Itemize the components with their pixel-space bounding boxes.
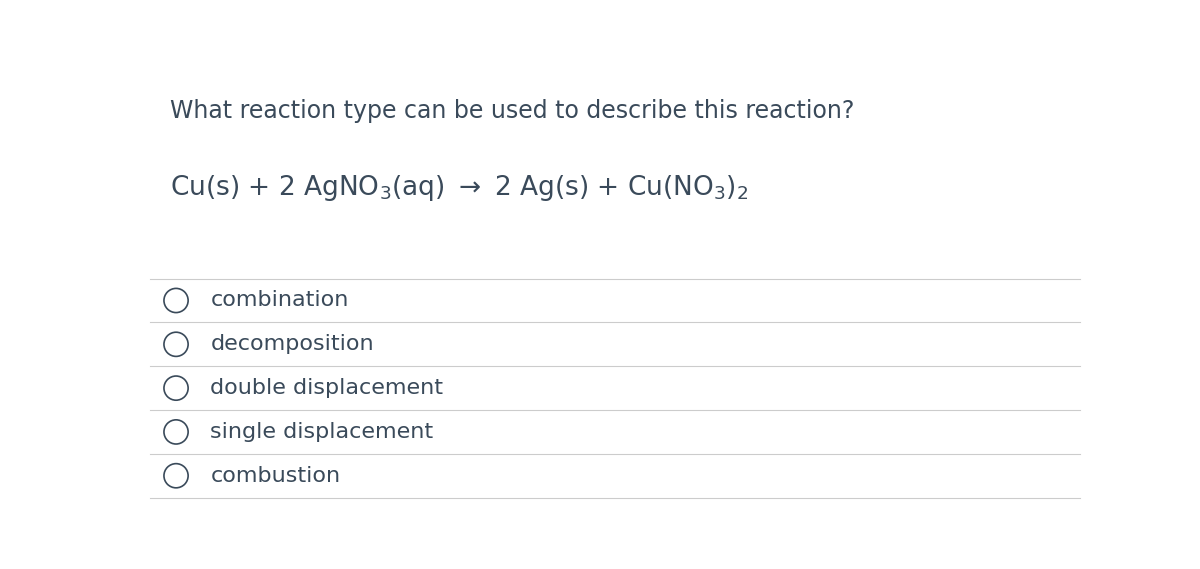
Text: single displacement: single displacement xyxy=(210,422,433,442)
Text: double displacement: double displacement xyxy=(210,378,444,398)
Text: combustion: combustion xyxy=(210,466,341,486)
Text: What reaction type can be used to describe this reaction?: What reaction type can be used to descri… xyxy=(170,99,854,123)
Text: combination: combination xyxy=(210,291,349,311)
Text: Cu(s) + 2 AgNO$_3$(aq) $\rightarrow$ 2 Ag(s) + Cu(NO$_3$)$_2$: Cu(s) + 2 AgNO$_3$(aq) $\rightarrow$ 2 A… xyxy=(170,174,749,204)
Text: decomposition: decomposition xyxy=(210,335,374,354)
